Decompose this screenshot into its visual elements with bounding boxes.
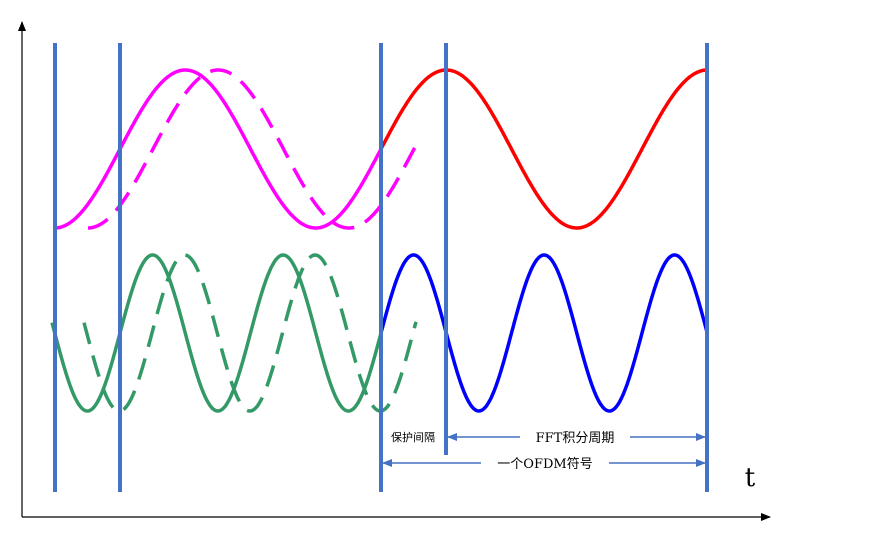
fft-period-label-bg bbox=[520, 428, 630, 446]
ofdm-symbol-label: 一个OFDM符号 bbox=[497, 456, 592, 472]
high-freq-wave-symbol bbox=[379, 253, 709, 413]
low-freq-wave-symbol bbox=[379, 68, 707, 230]
guard-interval-label: 保护间隔 bbox=[391, 430, 435, 444]
low-freq-wave-guard bbox=[55, 68, 383, 230]
ofdm-symbol-label-bg bbox=[481, 454, 609, 472]
high-freq-wave-guard bbox=[50, 253, 383, 413]
time-axis-label: t bbox=[745, 463, 756, 493]
high-freq-wave-shifted-dashed bbox=[82, 253, 418, 413]
guard-interval-label-bg bbox=[383, 429, 443, 445]
fft-period-label: FFT积分周期 bbox=[536, 431, 615, 446]
low-freq-wave-shifted-dashed bbox=[88, 68, 418, 230]
